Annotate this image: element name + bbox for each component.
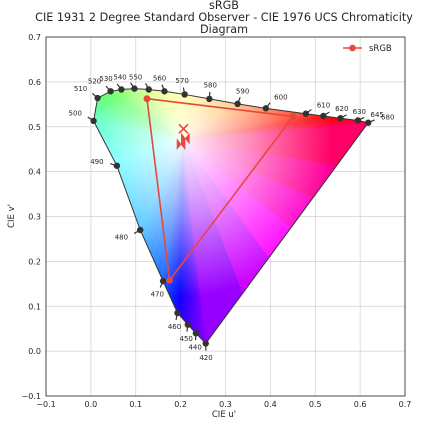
locus-label-510: 510 (74, 85, 87, 93)
legend-marker-srgb (349, 44, 356, 52)
locus-label-590: 590 (236, 87, 249, 95)
y-tick-label: −0.1 (22, 392, 41, 401)
x-tick-label: 0.3 (219, 400, 232, 409)
white-glow (93, 88, 333, 298)
locus-dot-570 (181, 91, 188, 98)
series-line-srgb (146, 97, 294, 283)
x-tick-label: −0.1 (36, 400, 55, 409)
x-tick-label: 0.1 (129, 400, 142, 409)
locus-dot-610 (302, 110, 310, 117)
locus-label-560: 560 (153, 75, 166, 83)
locus-dot-420 (202, 340, 209, 347)
x-tick-label: 0.6 (354, 400, 367, 409)
chart-subtitle-line-1: CIE 1931 2 Degree Standard Observer - CI… (35, 11, 413, 24)
y-tick-label: 0.1 (28, 302, 41, 311)
plot-frame (45, 36, 406, 397)
locus-label-470: 470 (151, 290, 164, 298)
locus-label-460: 460 (168, 323, 181, 331)
locus-label-440: 440 (188, 344, 201, 352)
locus-dot-500 (90, 117, 97, 125)
x-axis-label: CIE u' (212, 410, 236, 420)
locus-label-610: 610 (317, 102, 330, 110)
x-tick-label: 0.0 (85, 400, 98, 409)
locus-dot-470 (159, 277, 167, 285)
locus-dot-590 (234, 100, 241, 108)
chart-subtitle-line-2: Diagram (200, 23, 248, 36)
locus-label-530: 530 (99, 75, 112, 83)
locus-dot-440 (192, 329, 200, 337)
y-tick-label: 0.6 (28, 78, 41, 87)
locus-dot-530 (118, 86, 125, 93)
locus-label-420: 420 (199, 354, 212, 362)
locus-label-540: 540 (113, 73, 126, 81)
locus-dot-480 (137, 226, 144, 234)
y-tick-label: 0.4 (28, 168, 41, 177)
locus-label-480: 480 (115, 233, 128, 241)
locus-label-570: 570 (175, 77, 188, 85)
locus-dot-490 (113, 162, 121, 169)
chart-title: sRGB (209, 0, 239, 12)
locus-dot-560 (161, 88, 168, 95)
x-tick-label: 0.7 (399, 400, 412, 409)
locus-dot-450 (184, 321, 192, 328)
y-tick-label: 0.0 (28, 347, 41, 356)
whitepoint-x-marker (178, 123, 189, 134)
locus-label-645: 645 (371, 111, 384, 119)
locus-dot-550 (145, 86, 152, 93)
locus-dot-620 (320, 112, 327, 120)
locus-label-550: 550 (129, 74, 142, 82)
y-tick-label: 0.2 (28, 257, 41, 266)
y-tick-label: 0.7 (28, 33, 41, 42)
locus-label-580: 580 (204, 81, 217, 89)
locus-dot-630 (337, 115, 344, 122)
locus-dot-540 (131, 85, 138, 92)
locus-label-600: 600 (274, 94, 287, 102)
locus-label-500: 500 (69, 110, 82, 118)
y-tick-label: 0.3 (28, 213, 41, 222)
locus-label-490: 490 (90, 158, 103, 166)
locus-label-450: 450 (179, 335, 192, 343)
locus-dot-520 (107, 88, 114, 95)
locus-dot-645 (354, 117, 362, 124)
series-layer (143, 95, 297, 284)
x-tick-label: 0.5 (309, 400, 322, 409)
whitepoint-marker (181, 132, 190, 145)
locus-dot-580 (206, 95, 213, 103)
locus-dot-460 (174, 309, 181, 317)
locus-label-520: 520 (88, 77, 101, 85)
locus-label-680: 680 (381, 114, 394, 122)
locus-label-620: 620 (335, 105, 348, 113)
locus-dot-600 (262, 105, 270, 112)
series-point-srgb (166, 276, 173, 284)
legend: sRGB (343, 44, 392, 54)
x-tick-label: 0.2 (174, 400, 187, 409)
axis-ticks: −0.1 0.0 0.1 0.2 0.3 0.4 0.5 0.6 0.7 −0.1 0.0 0.1 0.… (22, 33, 412, 409)
y-axis-label: CIE v' (7, 204, 17, 228)
locus-label-630: 630 (353, 108, 366, 116)
locus-dot-680 (365, 119, 372, 126)
locus-dot-510 (94, 94, 101, 102)
legend-label-srgb: sRGB (369, 44, 392, 54)
series-point-srgb (143, 95, 151, 103)
x-tick-label: 0.4 (264, 400, 277, 409)
series-point-srgb (289, 113, 297, 120)
y-tick-label: 0.5 (28, 123, 41, 132)
